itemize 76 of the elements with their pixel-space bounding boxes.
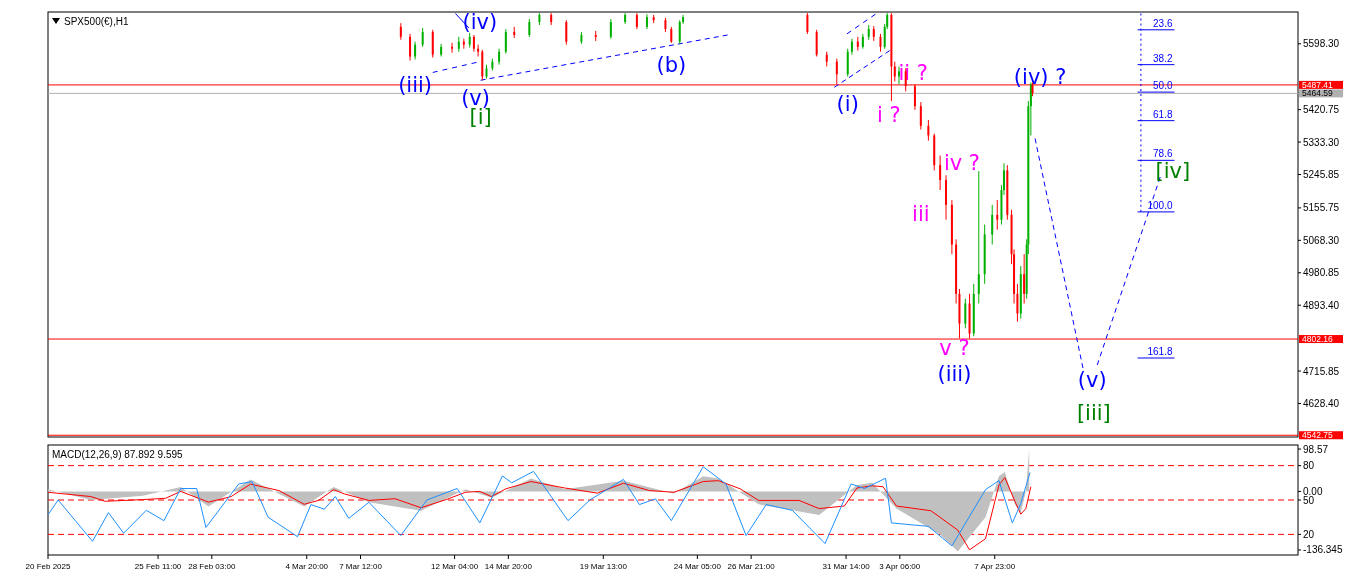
y-tick-label: 0.00: [1303, 485, 1323, 497]
annotation: (iv) ?: [1013, 64, 1067, 89]
annotation: (b): [656, 53, 687, 78]
x-tick-label: 24 Mar 05:00: [673, 562, 722, 571]
candlestick: [846, 48, 849, 78]
ref-line-label: 4542.75: [1302, 430, 1333, 441]
candlestick: [996, 199, 999, 231]
candlestick: [431, 29, 434, 59]
series-label: 38.2: [1153, 52, 1173, 64]
annotation: (iii): [937, 362, 972, 387]
x-tick-label: 14 Mar 20:00: [484, 562, 533, 571]
ref-line-label: 5487.41: [1302, 79, 1333, 90]
candlestick: [927, 119, 930, 142]
candlestick: [964, 298, 967, 329]
y-tick-label: 98.57: [1303, 443, 1329, 455]
x-tick-label: 19 Mar 13:00: [579, 562, 628, 571]
x-tick-label: 12 Mar 04:00: [431, 562, 479, 571]
y-tick-label: 4628.40: [1303, 397, 1340, 409]
candlestick: [451, 42, 454, 54]
candlestick: [806, 12, 809, 35]
y-tick-label: 5598.30: [1303, 38, 1340, 50]
candlestick: [815, 29, 818, 57]
x-tick-label: 25 Feb 11:00: [134, 562, 182, 571]
y-tick-label: 5245.85: [1303, 168, 1340, 180]
y-tick-label: 5420.75: [1303, 104, 1340, 116]
ref-line-label: 4802.16: [1302, 334, 1333, 345]
candlestick: [939, 155, 942, 191]
candlestick: [565, 19, 568, 46]
chart-title: MACD(12,26,9) 87.892 9.595: [52, 449, 184, 460]
series-label: 23.6: [1153, 17, 1173, 29]
candlestick: [609, 18, 612, 40]
y-tick-label: 5068.30: [1303, 234, 1340, 246]
annotation: v ?: [939, 335, 970, 360]
y-tick-label: 4980.85: [1303, 267, 1340, 279]
candlestick: [919, 101, 922, 131]
series-label: 78.6: [1153, 148, 1173, 160]
candlestick: [893, 61, 896, 82]
x-tick-label: 7 Apr 23:00: [974, 562, 1016, 571]
annotation: i ?: [877, 103, 901, 128]
annotation: (v): [1077, 368, 1107, 393]
annotation: (iv): [462, 10, 498, 35]
x-tick-label: 3 Apr 06:00: [879, 562, 921, 571]
annotation: iv ?: [943, 150, 981, 175]
series-label: 100.0: [1147, 199, 1173, 211]
candlestick: [504, 28, 507, 55]
x-tick-label: 7 Mar 12:00: [339, 562, 383, 571]
y-tick-label: 4715.85: [1303, 365, 1340, 377]
y-tick-label: -136.345: [1303, 544, 1343, 556]
y2-tick-label: 50: [1303, 494, 1315, 506]
y-tick-label: 4893.40: [1303, 299, 1340, 311]
candlestick: [977, 170, 980, 304]
x-tick-label: 20 Feb 2025: [25, 562, 72, 571]
x-tick-label: 4 Mar 20:00: [285, 562, 329, 571]
candlestick: [991, 204, 994, 246]
chart-title: SPX500(€),H1: [64, 16, 129, 27]
y2-tick-label: 80: [1303, 460, 1315, 472]
y2-tick-label: 20: [1303, 528, 1315, 540]
y-tick-label: 5155.75: [1303, 202, 1340, 214]
series-label: 161.8: [1147, 346, 1173, 358]
series-label: 61.8: [1153, 108, 1173, 120]
x-tick-label: 28 Feb 03:00: [188, 562, 236, 571]
candlestick: [477, 44, 480, 57]
line-series: [48, 466, 1031, 547]
annotation: [iii]: [1076, 400, 1111, 425]
candlestick: [1023, 253, 1026, 304]
y-tick-label: 5333.30: [1303, 136, 1340, 148]
annotation: [iv]: [1155, 159, 1191, 184]
annotation: iii: [912, 202, 930, 227]
ref-line-label: 5464.59: [1302, 88, 1333, 99]
candlestick: [678, 19, 681, 45]
x-tick-label: 31 Mar 14:00: [822, 562, 871, 571]
x-tick-label: 26 Mar 21:00: [727, 562, 776, 571]
annotation: (i): [836, 92, 859, 117]
candlestick: [409, 33, 412, 62]
candlestick: [421, 27, 424, 48]
candlestick: [945, 174, 948, 221]
